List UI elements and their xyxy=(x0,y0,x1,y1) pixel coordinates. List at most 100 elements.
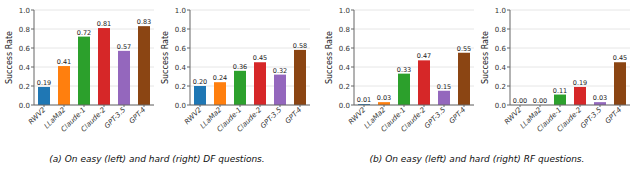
data-label: 0.41 xyxy=(57,58,71,66)
y-tick-label: 0.8 xyxy=(175,26,186,34)
x-tick xyxy=(200,105,201,107)
grid-line xyxy=(34,48,154,49)
grid-line xyxy=(190,29,310,30)
y-tick-label: 0.6 xyxy=(19,45,31,53)
y-tick-label: 1.0 xyxy=(339,7,350,15)
bar xyxy=(234,71,246,105)
y-tick-label: 0.8 xyxy=(339,26,350,34)
y-tick-label: 0.6 xyxy=(175,45,187,53)
x-tick xyxy=(620,105,621,107)
data-label: 0.55 xyxy=(457,45,471,53)
x-axis xyxy=(190,105,310,106)
x-tick xyxy=(280,105,281,107)
x-tick xyxy=(580,105,581,107)
grid-line xyxy=(354,10,474,11)
x-tick xyxy=(540,105,541,107)
data-label: 0.36 xyxy=(233,63,247,71)
y-tick-label: 0.4 xyxy=(19,64,31,72)
x-tick xyxy=(424,105,425,107)
bar xyxy=(118,51,130,105)
grid-line xyxy=(34,29,154,30)
x-tick xyxy=(560,105,561,107)
x-tick xyxy=(300,105,301,107)
x-tick xyxy=(124,105,125,107)
panel: 0.00.20.40.60.81.0Success Rate0.010.030.… xyxy=(325,7,474,134)
panel: 0.00.20.40.60.81.0Success Rate0.200.240.… xyxy=(161,7,310,134)
bar xyxy=(58,66,70,105)
y-tick-label: 0.2 xyxy=(19,83,30,91)
bar xyxy=(614,62,626,105)
figure: 0.0 0.2 0.4 0.6 0.8 1.0 Success Rate 0.19 0.41 0.… xyxy=(0,0,640,173)
x-tick xyxy=(104,105,105,107)
bar xyxy=(78,37,90,105)
x-tick-label: GPT-4 xyxy=(128,106,148,126)
x-tick xyxy=(84,105,85,107)
grid-line xyxy=(190,105,310,106)
x-tick xyxy=(240,105,241,107)
data-label: 0.57 xyxy=(117,43,131,51)
x-tick xyxy=(144,105,145,107)
bar xyxy=(554,95,566,105)
grid-line xyxy=(34,105,154,106)
data-label: 0.83 xyxy=(137,18,151,26)
y-tick-label: 0.2 xyxy=(339,83,350,91)
y-tick-label: 0.4 xyxy=(339,64,351,72)
grid-line xyxy=(190,10,310,11)
data-label: 0.45 xyxy=(613,54,627,62)
bar xyxy=(138,26,150,105)
y-tick-label: 0.4 xyxy=(495,64,507,72)
x-tick xyxy=(44,105,45,107)
x-tick xyxy=(64,105,65,107)
grid-line xyxy=(190,86,310,87)
grid-line xyxy=(510,67,630,68)
data-label: 0.19 xyxy=(37,79,51,87)
x-tick xyxy=(520,105,521,107)
x-axis xyxy=(510,105,630,106)
bar xyxy=(458,53,470,105)
x-tick-label: GPT-3.5 xyxy=(579,105,604,130)
data-label: 0.58 xyxy=(293,42,307,50)
y-tick-label: 1.0 xyxy=(19,7,30,15)
data-label: 0.15 xyxy=(437,83,451,91)
y-axis-label: Success Rate xyxy=(481,31,490,84)
grid-line xyxy=(354,86,474,87)
bar xyxy=(38,87,50,105)
y-tick-label: 1.0 xyxy=(495,7,506,15)
y-tick-label: 0.2 xyxy=(175,83,186,91)
caption: (a) On easy (left) and hard (right) DF q… xyxy=(49,154,264,164)
x-tick-label: GPT-4 xyxy=(604,106,624,126)
y-axis-label: Success Rate xyxy=(5,31,14,84)
bar xyxy=(274,75,286,105)
y-axis xyxy=(510,10,511,105)
bar xyxy=(254,62,266,105)
x-axis xyxy=(354,105,474,106)
bar xyxy=(98,28,110,105)
data-label: 0.81 xyxy=(97,20,111,28)
bar xyxy=(418,60,430,105)
data-label: 0.11 xyxy=(553,87,567,95)
panel: 0.00.20.40.60.81.0Success Rate0.190.410.… xyxy=(5,7,154,134)
x-tick xyxy=(220,105,221,107)
bars xyxy=(358,53,470,105)
y-tick-label: 0.6 xyxy=(339,45,351,53)
y-axis xyxy=(354,10,355,105)
bar xyxy=(214,82,226,105)
x-tick xyxy=(404,105,405,107)
y-tick-label: 0.2 xyxy=(495,83,506,91)
grid-line xyxy=(354,105,474,106)
data-label: 0.47 xyxy=(417,52,431,60)
y-axis xyxy=(34,10,35,105)
grid-line xyxy=(510,10,630,11)
x-tick xyxy=(384,105,385,107)
grid-line xyxy=(34,10,154,11)
y-tick-label: 0.8 xyxy=(19,26,30,34)
grid-line xyxy=(354,67,474,68)
grid-line xyxy=(510,105,630,106)
x-axis xyxy=(34,105,154,106)
x-tick xyxy=(364,105,365,107)
x-tick-label: Claude-2 xyxy=(556,105,584,133)
y-tick-label: 0.0 xyxy=(175,102,186,110)
bars xyxy=(38,26,150,105)
x-tick-label: Claude-2 xyxy=(80,105,108,133)
bar xyxy=(194,86,206,105)
